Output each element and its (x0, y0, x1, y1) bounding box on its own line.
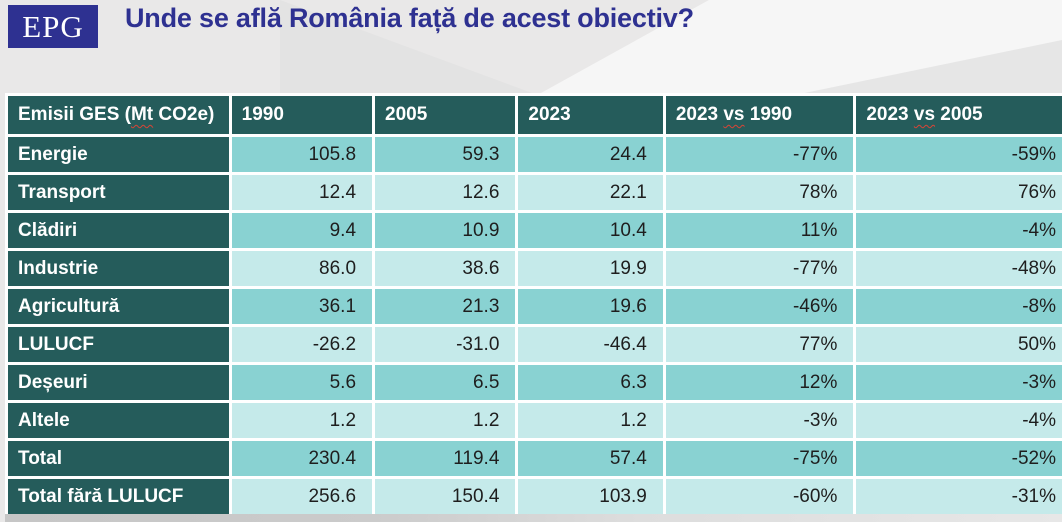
value-cell: -77% (665, 251, 854, 286)
value-cell: -3% (665, 403, 854, 438)
value-cell: 105.8 (231, 137, 373, 172)
row-label-cell: Altele (8, 403, 229, 438)
value-cell: 57.4 (518, 441, 663, 476)
value-cell: 36.1 (231, 289, 373, 324)
value-cell: 11% (665, 213, 854, 248)
value-cell: 6.3 (518, 365, 663, 400)
value-cell: -60% (665, 479, 854, 514)
value-cell: -46.4 (518, 327, 663, 362)
table-row: Deșeuri 5.6 6.5 6.3 12% -3% (8, 365, 1062, 400)
epg-logo-text: EPG (22, 8, 84, 44)
emissions-table: Emisii GES (Mt CO2e) 1990 2005 2023 2023 vs … (5, 93, 1062, 517)
value-cell: 76% (856, 175, 1062, 210)
value-cell: 10.4 (518, 213, 663, 248)
value-cell: -4% (856, 403, 1062, 438)
value-cell: 38.6 (375, 251, 516, 286)
table-row: Industrie 86.0 38.6 19.9 -77% -48% (8, 251, 1062, 286)
page-title: Unde se află România față de acest obiec… (125, 3, 694, 33)
table-row: LULUCF -26.2 -31.0 -46.4 77% 50% (8, 327, 1062, 362)
background-triangle-right (790, 40, 1062, 96)
value-cell: 24.4 (518, 137, 663, 172)
table-row: Agricultură 36.1 21.3 19.6 -46% -8% (8, 289, 1062, 324)
value-cell: 12.4 (231, 175, 373, 210)
row-label-cell: Total (8, 441, 229, 476)
column-header-cell: 2023 vs 1990 (665, 96, 854, 134)
value-cell: -3% (856, 365, 1062, 400)
value-cell: -52% (856, 441, 1062, 476)
table-row: Energie 105.8 59.3 24.4 -77% -59% (8, 137, 1062, 172)
value-cell: -31.0 (375, 327, 516, 362)
value-cell: -4% (856, 213, 1062, 248)
row-label-cell: Clădiri (8, 213, 229, 248)
unit-header-cell: Emisii GES (Mt CO2e) (8, 96, 229, 134)
value-cell: 19.6 (518, 289, 663, 324)
value-cell: 19.9 (518, 251, 663, 286)
value-cell: -46% (665, 289, 854, 324)
spellcheck-underline: vs (913, 104, 936, 125)
value-cell: -26.2 (231, 327, 373, 362)
column-header-cell: 2023 (518, 96, 663, 134)
value-cell: 1.2 (231, 403, 373, 438)
value-cell: 1.2 (518, 403, 663, 438)
column-header-cell: 1990 (231, 96, 373, 134)
spellcheck-underline: Mt (130, 104, 154, 125)
value-cell: 21.3 (375, 289, 516, 324)
emissions-table-wrap: Emisii GES (Mt CO2e) 1990 2005 2023 2023 vs … (5, 93, 1062, 517)
row-label-cell: Transport (8, 175, 229, 210)
row-label-cell: Agricultură (8, 289, 229, 324)
table-row: Clădiri 9.4 10.9 10.4 11% -4% (8, 213, 1062, 248)
table-row: Transport 12.4 12.6 22.1 78% 76% (8, 175, 1062, 210)
column-header-cell: 2023 vs 2005 (856, 96, 1062, 134)
value-cell: 10.9 (375, 213, 516, 248)
value-cell: 230.4 (231, 441, 373, 476)
value-cell: 78% (665, 175, 854, 210)
value-cell: -8% (856, 289, 1062, 324)
value-cell: 12.6 (375, 175, 516, 210)
row-label-cell: LULUCF (8, 327, 229, 362)
value-cell: 50% (856, 327, 1062, 362)
value-cell: 22.1 (518, 175, 663, 210)
value-cell: 5.6 (231, 365, 373, 400)
value-cell: 150.4 (375, 479, 516, 514)
value-cell: 86.0 (231, 251, 373, 286)
table-row: Total fără LULUCF 256.6 150.4 103.9 -60% -31% (8, 479, 1062, 514)
row-label-cell: Industrie (8, 251, 229, 286)
value-cell: 59.3 (375, 137, 516, 172)
value-cell: 9.4 (231, 213, 373, 248)
column-header-cell: 2005 (375, 96, 516, 134)
value-cell: -75% (665, 441, 854, 476)
value-cell: 1.2 (375, 403, 516, 438)
value-cell: -59% (856, 137, 1062, 172)
value-cell: 119.4 (375, 441, 516, 476)
value-cell: 6.5 (375, 365, 516, 400)
table-shadow (5, 514, 1062, 522)
row-label-cell: Deșeuri (8, 365, 229, 400)
epg-logo: EPG (8, 5, 98, 48)
table-header-row: Emisii GES (Mt CO2e) 1990 2005 2023 2023 vs … (8, 96, 1062, 134)
table-row: Total 230.4 119.4 57.4 -75% -52% (8, 441, 1062, 476)
value-cell: 12% (665, 365, 854, 400)
value-cell: -77% (665, 137, 854, 172)
row-label-cell: Total fără LULUCF (8, 479, 229, 514)
spellcheck-underline: vs (723, 104, 745, 125)
row-label-cell: Energie (8, 137, 229, 172)
value-cell: -48% (856, 251, 1062, 286)
value-cell: 77% (665, 327, 854, 362)
value-cell: -31% (856, 479, 1062, 514)
table-row: Altele 1.2 1.2 1.2 -3% -4% (8, 403, 1062, 438)
value-cell: 256.6 (231, 479, 373, 514)
value-cell: 103.9 (518, 479, 663, 514)
